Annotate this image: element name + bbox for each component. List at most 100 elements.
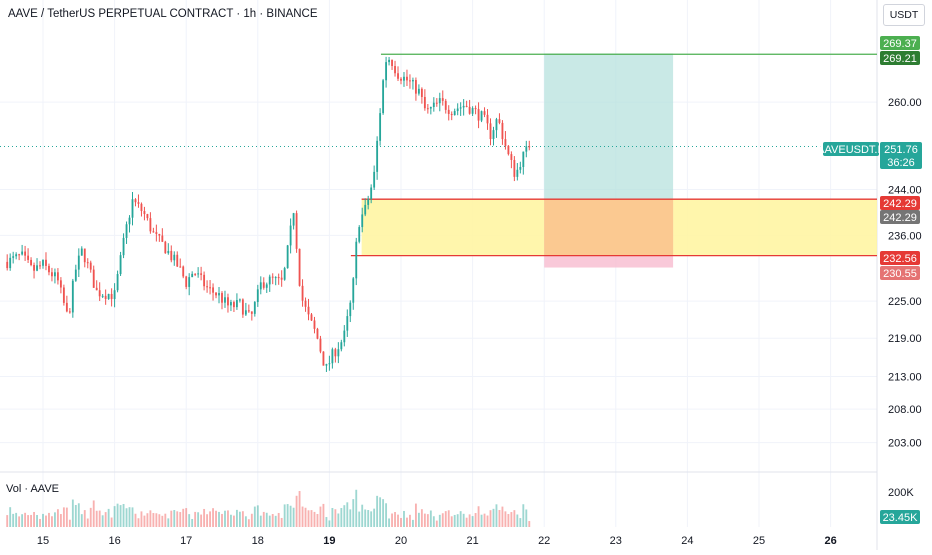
candle <box>241 298 244 318</box>
candle-body <box>435 102 438 104</box>
candle-body <box>59 280 62 288</box>
volume-bar <box>435 520 438 527</box>
candle <box>110 288 113 307</box>
candle <box>382 78 385 115</box>
candle <box>51 267 53 282</box>
volume-bar <box>167 518 170 527</box>
volume-bar <box>361 504 364 527</box>
candle <box>331 347 334 369</box>
candle <box>429 106 432 115</box>
candle <box>27 248 30 263</box>
candle <box>477 102 480 129</box>
candle-body <box>36 265 38 271</box>
candle <box>403 72 405 87</box>
candle <box>119 251 122 277</box>
candle <box>188 273 191 296</box>
candle <box>507 145 510 156</box>
candle <box>235 293 238 310</box>
volume-bar <box>355 489 358 527</box>
candle <box>89 260 92 273</box>
candle-body <box>519 166 522 170</box>
volume-bar <box>9 507 12 527</box>
volume-bar <box>98 510 101 527</box>
volume-bar <box>24 512 27 527</box>
currency-button[interactable]: USDT <box>883 4 925 26</box>
x-tick-label: 22 <box>538 535 550 547</box>
candle <box>131 192 134 226</box>
volume-bar <box>86 518 89 527</box>
volume-bar <box>331 507 334 527</box>
candle-body <box>164 241 167 254</box>
candle-body <box>134 199 137 203</box>
candle <box>104 289 107 305</box>
candle-body <box>417 88 420 94</box>
candle-body <box>185 276 188 287</box>
candle <box>167 243 170 255</box>
volume-bar <box>364 509 367 527</box>
candle-body <box>391 59 393 67</box>
volume-bar <box>45 515 47 527</box>
candle <box>367 195 370 210</box>
volume-bar <box>155 513 158 527</box>
candle-body <box>42 259 44 266</box>
volume-bar <box>522 504 525 527</box>
zone-overlap <box>544 199 674 256</box>
candle <box>253 300 256 317</box>
volume-bar <box>385 503 388 527</box>
candle <box>6 254 9 271</box>
volume-bar <box>504 511 507 527</box>
volume-bar <box>15 512 18 527</box>
volume-bar <box>250 513 253 527</box>
candle-body <box>474 108 477 110</box>
candle <box>197 267 200 278</box>
x-tick-label: 26 <box>824 535 836 547</box>
zone-top-grey-badge-text: 242.29 <box>883 212 917 224</box>
candle <box>128 215 131 233</box>
candle-body <box>116 274 119 291</box>
volume-bar <box>238 511 241 527</box>
candle <box>489 118 492 146</box>
candle <box>492 126 495 146</box>
candle-body <box>161 235 164 242</box>
candle <box>158 233 161 242</box>
y-tick-label: 203.00 <box>888 438 922 450</box>
volume-bar <box>465 517 468 527</box>
volume-bar <box>21 514 24 527</box>
candle-body <box>412 80 414 82</box>
candle <box>83 248 86 268</box>
volume-bar <box>367 510 370 527</box>
candle-body <box>128 217 131 225</box>
candle <box>435 98 438 107</box>
candle-body <box>301 285 304 301</box>
candle-body <box>125 224 128 238</box>
volume-bar <box>176 511 179 527</box>
zone-top-badge-bg <box>880 196 920 210</box>
volume-bar <box>432 516 435 527</box>
candle-body <box>247 310 250 312</box>
volume-bar <box>459 511 462 527</box>
candle-body <box>170 250 173 261</box>
candle-body <box>298 248 301 286</box>
candle <box>346 309 349 337</box>
candle <box>176 251 179 268</box>
volume-bars <box>6 489 531 527</box>
volume-bar <box>268 515 271 527</box>
volume-bar <box>409 514 411 527</box>
volume-bar <box>319 506 322 527</box>
volume-bar <box>313 511 316 527</box>
candle <box>45 252 47 271</box>
volume-bar <box>51 516 53 527</box>
time-axis: 15 16 17 18 19 20 21 22 23 24 25 26 <box>37 535 837 547</box>
y-tick-label: 236.00 <box>888 230 922 242</box>
volume-bar <box>489 510 492 527</box>
volume-bar <box>453 514 456 527</box>
candle-body <box>250 311 253 314</box>
volume-bar <box>152 513 155 527</box>
volume-bar <box>349 509 352 527</box>
candle <box>24 245 27 261</box>
candle <box>221 291 223 310</box>
volume-bar <box>104 512 107 527</box>
candle <box>432 97 435 112</box>
candle-body <box>343 330 346 343</box>
